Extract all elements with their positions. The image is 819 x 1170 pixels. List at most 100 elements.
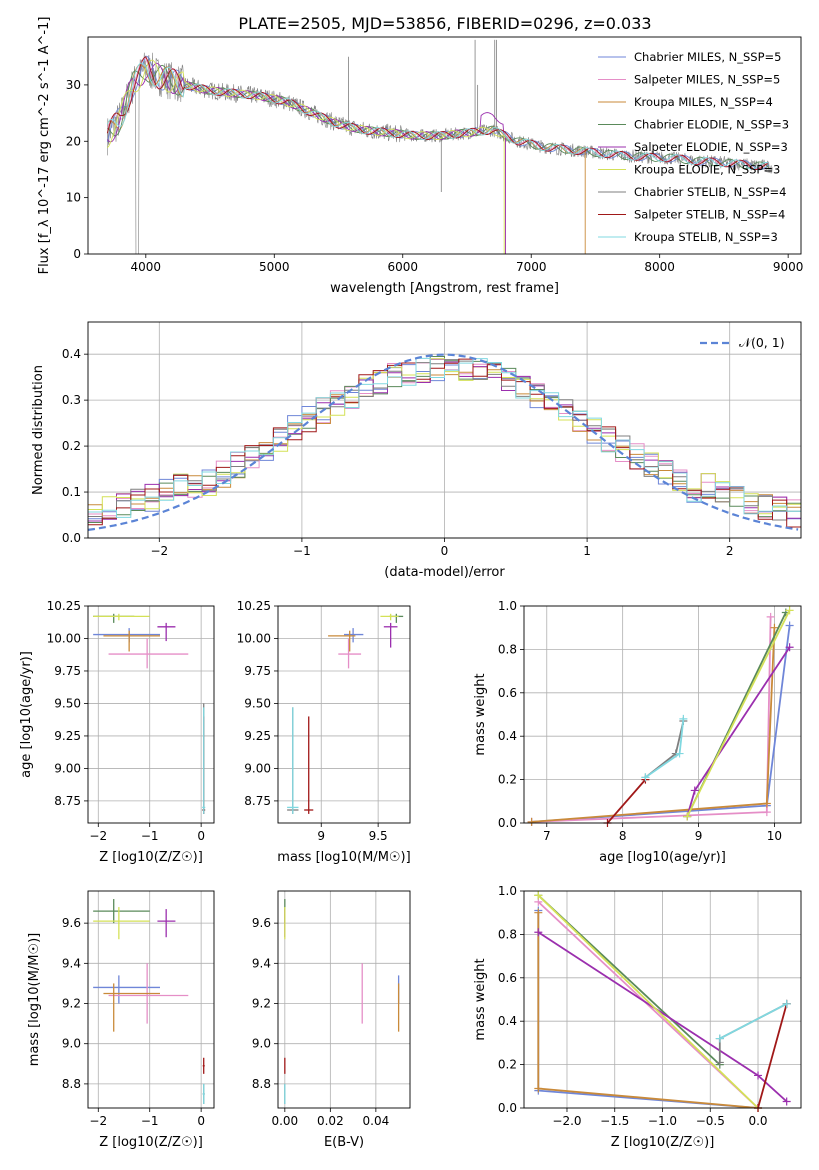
y-tick-label: 10.00 (237, 631, 271, 645)
weight-marker (675, 749, 684, 758)
y-tick-label: 9.2 (252, 997, 271, 1011)
y-tick-label: 1.0 (498, 884, 517, 898)
spectrum-panel: 4000 5000 6000 7000 8000 9000 0 10 20 30 wavelengt… (37, 17, 803, 296)
axes-frame (87, 890, 215, 1109)
x-axis-label: E(B-V) (324, 1135, 364, 1150)
legend-label: Salpeter MILES, N_SSP=5 (634, 73, 780, 87)
histogram-chabrier-miles (88, 363, 801, 520)
y-tick-label: 8.8 (252, 1077, 271, 1091)
y-axis-label: Normed distribution (31, 365, 46, 495)
x-tick-label: −1.5 (600, 1114, 629, 1128)
x-tick-label: 8000 (644, 260, 675, 274)
y-tick-label: 30 (66, 78, 81, 92)
age-vs-mass-panel: 9 9.5 8.75 9.00 9.25 9.50 9.75 10.00 10.25 mass [… (237, 599, 411, 865)
y-tick-label: 0.4 (498, 729, 517, 743)
weight-marker (715, 1034, 724, 1043)
histogram-chabrier-stelib (88, 359, 801, 521)
legend-label: 𝒩(0, 1) (739, 335, 785, 350)
x-tick-label: −1.0 (648, 1114, 677, 1128)
mass-vs-ebv-panel: 0.00 0.02 0.04 8.8 9.0 9.2 9.4 9.6 E(B-V) (252, 890, 411, 1150)
axes-frame (277, 890, 411, 1109)
y-tick-label: 0.8 (498, 642, 517, 656)
y-tick-label: 10.00 (47, 631, 81, 645)
y-tick-label: 0.6 (498, 971, 517, 985)
axes-frame (277, 605, 411, 824)
x-tick-label: 1 (583, 544, 591, 558)
y-tick-label: 0.0 (498, 1101, 517, 1115)
axes-frame (87, 605, 215, 824)
x-tick-label: 10 (767, 829, 782, 843)
y-tick-label: 0.1 (62, 485, 81, 499)
x-axis-label: Z [log10(Z/Z☉)] (99, 850, 203, 865)
y-tick-label: 9.50 (54, 696, 81, 710)
x-tick-label: 9.5 (369, 829, 388, 843)
y-axis-label: mass [log10(M/M☉)] (27, 933, 42, 1066)
axes-frame (87, 36, 802, 255)
x-tick-label: −1 (141, 1114, 159, 1128)
legend-label: Kroupa ELODIE, N_SSP=3 (634, 163, 780, 177)
x-tick-label: 0 (197, 829, 205, 843)
y-tick-label: 8.75 (244, 794, 271, 808)
y-tick-label: 0 (73, 247, 81, 261)
weight-marker (766, 612, 775, 621)
x-tick-label: 6000 (387, 260, 418, 274)
y-axis-label: mass weight (473, 673, 488, 755)
y-tick-label: 9.6 (62, 916, 81, 930)
x-tick-label: 0 (441, 544, 449, 558)
normal-curve (88, 353, 799, 531)
y-tick-label: 0.2 (498, 1058, 517, 1072)
histogram-salpeter-stelib (88, 358, 801, 528)
weight-marker (679, 714, 688, 723)
mass-vs-Z-panel: −2 −1 0 8.8 9.0 9.2 9.4 9.6 Z [log10(Z/Z☉)] mass … (27, 890, 215, 1150)
y-tick-label: 9.75 (244, 664, 271, 678)
weight-vs-Z-panel: −2.0 −1.5 −1.0 −0.5 0.0 0.0 0.2 0.4 0.6 0.8 1.0 Z [… (473, 884, 802, 1150)
y-tick-label: 0.2 (498, 773, 517, 787)
weight-marker (534, 908, 543, 917)
model-line-salpeter-stelib (106, 56, 770, 170)
y-tick-label: 9.0 (252, 1037, 271, 1051)
y-tick-label: 8.8 (62, 1077, 81, 1091)
histogram-kroupa-stelib (88, 357, 801, 518)
weight-line-kroupa-elodie (686, 609, 791, 817)
age-vs-Z-panel: −2 −1 0 8.75 9.00 9.25 9.50 9.75 10.00 10.25 Z [lo… (19, 599, 215, 865)
y-tick-label: 10.25 (237, 599, 271, 613)
weight-marker (683, 812, 692, 821)
y-tick-label: 0.3 (62, 393, 81, 407)
weight-line-kroupa-miles (537, 912, 759, 1108)
y-tick-label: 9.00 (244, 761, 271, 775)
x-tick-label: −2.0 (552, 1114, 581, 1128)
x-tick-label: 8 (619, 829, 627, 843)
y-tick-label: 9.0 (62, 1037, 81, 1051)
y-tick-label: 9.25 (244, 729, 271, 743)
y-tick-label: 9.50 (244, 696, 271, 710)
y-axis-label: mass weight (473, 958, 488, 1040)
legend-label: Kroupa MILES, N_SSP=4 (634, 95, 773, 109)
y-tick-label: 20 (66, 134, 81, 148)
y-tick-label: 0.0 (62, 531, 81, 545)
weight-marker (770, 623, 779, 632)
x-tick-label: −2 (89, 1114, 107, 1128)
y-tick-label: 9.4 (62, 956, 81, 970)
x-tick-label: 2 (726, 544, 734, 558)
weight-marker (762, 799, 771, 808)
model-line-kroupa-miles (106, 64, 586, 254)
x-axis-label: Z [log10(Z/Z☉)] (611, 1135, 715, 1150)
x-axis-label: age [log10(age/yr)] (599, 850, 726, 865)
figure-title: PLATE=2505, MJD=53856, FIBERID=0296, z=0… (238, 14, 651, 33)
model-line-kroupa-stelib (106, 62, 770, 170)
y-tick-label: 1.0 (498, 599, 517, 613)
legend-label: Chabrier STELIB, N_SSP=4 (634, 185, 786, 199)
weight-marker (782, 1097, 791, 1106)
y-tick-label: 9.6 (252, 916, 271, 930)
y-tick-label: 0.2 (62, 439, 81, 453)
x-tick-label: 9 (695, 829, 703, 843)
weight-line-salpeter-stelib (757, 1003, 788, 1108)
weight-marker (785, 643, 794, 652)
weight-marker (715, 1058, 724, 1067)
axes-frame (87, 321, 802, 539)
weight-marker (785, 621, 794, 630)
weight-marker (641, 773, 650, 782)
y-tick-label: 9.2 (62, 997, 81, 1011)
x-tick-label: 5000 (259, 260, 290, 274)
